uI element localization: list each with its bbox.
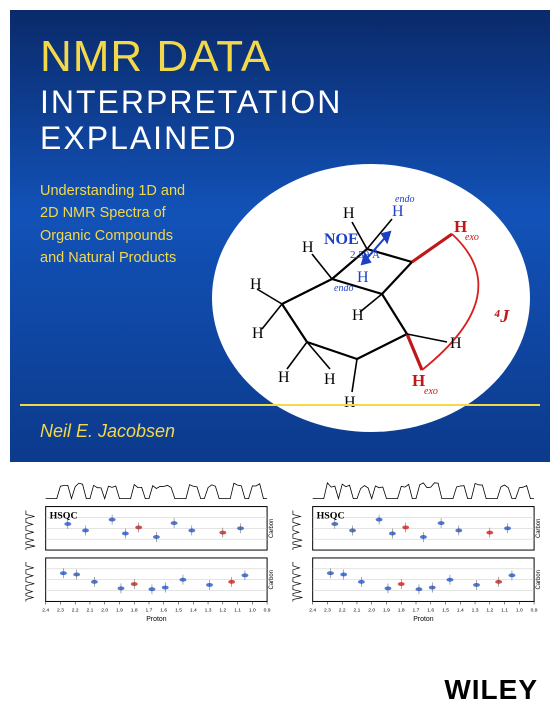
svg-text:2.1: 2.1 — [87, 607, 94, 613]
svg-text:exo: exo — [465, 232, 479, 243]
svg-text:1.8: 1.8 — [398, 607, 405, 613]
author-rule — [20, 404, 540, 406]
svg-text:2.0: 2.0 — [368, 607, 375, 613]
banner: NMR DATA INTERPRETATION EXPLAINED Unders… — [10, 10, 550, 462]
subtitle: Understanding 1D and 2D NMR Spectra of O… — [40, 180, 190, 270]
title-line1: NMR DATA — [40, 32, 271, 82]
svg-text:1.2: 1.2 — [219, 607, 226, 613]
author: Neil E. Jacobsen — [40, 421, 175, 442]
title-line3: EXPLAINED — [40, 120, 238, 157]
svg-text:HSQC: HSQC — [317, 510, 345, 521]
svg-text:1.6: 1.6 — [427, 607, 434, 613]
svg-text:1.1: 1.1 — [234, 607, 241, 613]
svg-text:2.3: 2.3 — [324, 607, 331, 613]
svg-text:1.7: 1.7 — [413, 607, 420, 613]
svg-text:1.4: 1.4 — [190, 607, 197, 613]
svg-text:H: H — [324, 371, 336, 388]
svg-text:HSQC: HSQC — [50, 510, 78, 521]
svg-text:Carbon: Carbon — [536, 519, 542, 538]
svg-text:Carbon: Carbon — [269, 519, 275, 538]
svg-text:1.3: 1.3 — [472, 607, 479, 613]
j-coupling-label: ⁴J — [494, 306, 510, 326]
molecule-diagram: H H H H H H H H H H H H H — [212, 164, 530, 432]
svg-text:H: H — [343, 205, 355, 222]
svg-text:2.2: 2.2 — [339, 607, 346, 613]
svg-text:H: H — [250, 276, 262, 293]
svg-text:H: H — [344, 394, 356, 411]
svg-text:1.9: 1.9 — [116, 607, 123, 613]
svg-text:exo: exo — [424, 386, 438, 397]
hsqc-panel-right: HSQC Carbon Carbon 2.4 2.3 2.2 2.1 2.0 1.9 1.8 1.7… — [285, 480, 542, 630]
svg-text:1.9: 1.9 — [383, 607, 390, 613]
svg-text:endo: endo — [334, 283, 353, 294]
publisher-logo: WILEY — [444, 674, 538, 706]
svg-text:1.3: 1.3 — [205, 607, 212, 613]
svg-text:1.4: 1.4 — [457, 607, 464, 613]
svg-text:Proton: Proton — [413, 616, 434, 623]
svg-text:1.1: 1.1 — [501, 607, 508, 613]
svg-text:H: H — [357, 269, 369, 286]
svg-text:H: H — [352, 307, 364, 324]
svg-text:2.1: 2.1 — [354, 607, 361, 613]
title-line2: INTERPRETATION — [40, 84, 342, 121]
noe-distance: 2.59 Å — [350, 249, 380, 261]
svg-text:H: H — [392, 203, 404, 220]
svg-text:H: H — [302, 239, 314, 256]
svg-text:1.0: 1.0 — [249, 607, 256, 613]
svg-text:H: H — [278, 369, 290, 386]
svg-text:2.3: 2.3 — [57, 607, 64, 613]
svg-text:1.0: 1.0 — [516, 607, 523, 613]
svg-text:0.9: 0.9 — [531, 607, 538, 613]
book-cover: NMR DATA INTERPRETATION EXPLAINED Unders… — [0, 0, 560, 726]
svg-text:1.7: 1.7 — [146, 607, 153, 613]
svg-text:H: H — [252, 325, 264, 342]
hsqc-panel-left: HSQC Carbon Carbon 2.4 2.3 2.2 2.1 2.0 1.9 1.8 1.7… — [18, 480, 275, 630]
svg-text:2.2: 2.2 — [72, 607, 79, 613]
spectrum-row: HSQC Carbon Carbon 2.4 2.3 2.2 2.1 2.0 1.9 1.8 1.7… — [18, 480, 542, 630]
svg-text:1.6: 1.6 — [160, 607, 167, 613]
svg-text:2.4: 2.4 — [309, 607, 316, 613]
svg-text:Carbon: Carbon — [269, 570, 275, 589]
svg-text:1.8: 1.8 — [131, 607, 138, 613]
svg-text:1.5: 1.5 — [442, 607, 449, 613]
svg-text:1.2: 1.2 — [486, 607, 493, 613]
svg-text:endo: endo — [395, 194, 414, 205]
svg-text:0.9: 0.9 — [264, 607, 271, 613]
svg-text:Proton: Proton — [146, 616, 167, 623]
svg-text:Carbon: Carbon — [536, 570, 542, 589]
svg-text:2.0: 2.0 — [101, 607, 108, 613]
svg-text:1.5: 1.5 — [175, 607, 182, 613]
svg-text:2.4: 2.4 — [42, 607, 49, 613]
molecule-circle: H H H H H H H H H H H H H — [212, 164, 530, 432]
noe-label: NOE — [324, 231, 359, 248]
svg-text:H: H — [450, 335, 462, 352]
